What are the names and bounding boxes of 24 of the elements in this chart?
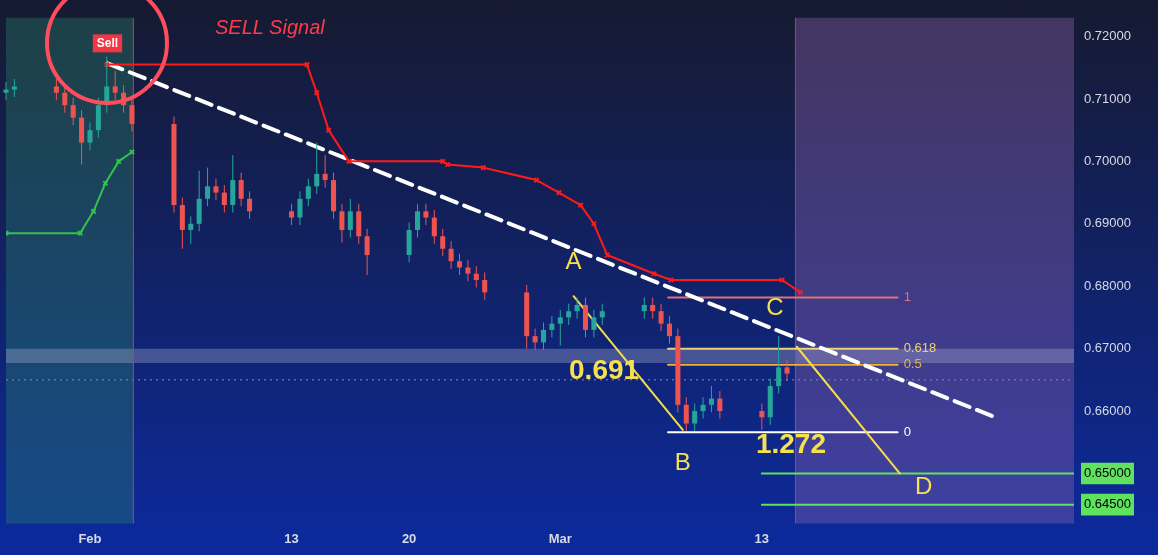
y-tick-label: 0.65000 [1084,465,1131,481]
y-tick-label: 0.64500 [1084,496,1131,512]
annotation: D [915,472,933,500]
annotation: B [674,448,691,476]
series-label: 0.5 [903,356,922,372]
x-tick-label: 13 [754,530,770,546]
annotation: C [766,293,784,321]
annotation: Sell [96,35,119,50]
series-label: 0 [903,423,911,439]
y-tick-label: 0.71000 [1084,90,1131,106]
annotation: A [565,246,582,274]
x-tick-label: Feb [78,530,102,546]
x-tick-label: Mar [548,530,572,546]
y-tick-label: 0.66000 [1084,402,1131,418]
series-label: 1 [903,289,911,305]
x-tick-label: 13 [284,530,299,546]
y-tick-label: 0.69000 [1084,215,1131,231]
x-tick-label: 20 [401,530,417,546]
y-tick-label: 0.70000 [1084,152,1131,168]
series-label: 0.618 [903,340,937,356]
y-tick-label: 0.68000 [1084,277,1131,293]
y-tick-label: 0.67000 [1084,340,1131,356]
y-tick-label: 0.72000 [1084,28,1131,44]
chart-title: SELL Signal [215,16,325,39]
